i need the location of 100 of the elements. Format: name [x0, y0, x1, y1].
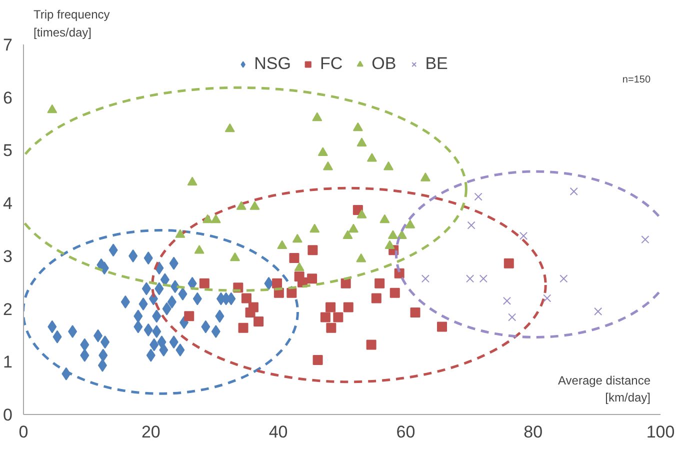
point — [384, 161, 394, 170]
point — [144, 323, 153, 336]
point — [312, 355, 323, 366]
point — [226, 292, 236, 306]
point — [307, 274, 318, 284]
point — [146, 348, 156, 362]
point — [560, 274, 568, 283]
point — [594, 307, 602, 316]
legend-label: FC — [320, 54, 343, 74]
x-tick-label: 20 — [141, 422, 160, 442]
point — [264, 276, 274, 290]
point — [348, 224, 358, 233]
point — [380, 214, 390, 224]
point — [384, 240, 395, 249]
point — [310, 224, 320, 233]
point — [201, 320, 210, 334]
point — [343, 302, 354, 312]
x-tick-label: 60 — [396, 422, 416, 442]
point — [245, 307, 256, 318]
point — [366, 340, 376, 350]
point — [292, 234, 302, 243]
legend-label: NSG — [254, 54, 291, 74]
point — [162, 302, 172, 316]
point — [94, 329, 103, 342]
point — [333, 312, 344, 322]
point — [390, 288, 400, 298]
x-tick-label: 0 — [18, 422, 28, 442]
point — [184, 311, 194, 322]
x-tick-label: 100 — [646, 422, 675, 442]
point — [352, 122, 363, 132]
point — [169, 256, 178, 270]
point — [128, 249, 138, 262]
y-tick-label: 7 — [3, 36, 13, 54]
point — [570, 187, 578, 196]
point — [272, 278, 282, 288]
point — [254, 316, 264, 326]
point — [178, 287, 188, 300]
point — [154, 282, 164, 296]
point — [340, 278, 351, 288]
point — [52, 330, 62, 344]
point — [215, 310, 224, 323]
point — [437, 322, 448, 332]
point — [48, 320, 57, 334]
point — [520, 232, 528, 240]
point — [326, 302, 336, 312]
point — [308, 245, 318, 256]
point — [98, 348, 108, 362]
point — [230, 252, 240, 262]
y-tick-label: 5 — [3, 141, 13, 160]
point — [68, 325, 78, 338]
point — [241, 293, 252, 304]
point — [479, 274, 488, 283]
point — [159, 344, 168, 357]
point — [169, 336, 178, 349]
point — [356, 253, 366, 262]
point — [224, 123, 235, 132]
point — [318, 147, 328, 156]
point — [502, 296, 512, 305]
point — [120, 295, 130, 308]
y-tick-label: 1 — [3, 352, 13, 372]
point — [312, 112, 322, 122]
point — [543, 294, 552, 302]
point — [134, 310, 143, 323]
x-axis-title: Average distance [km/day] — [558, 374, 651, 404]
point — [250, 201, 260, 210]
y-tick-label: 4 — [3, 194, 13, 214]
point — [410, 307, 420, 318]
point — [356, 138, 367, 146]
point — [641, 236, 650, 244]
y-axis-title: Trip frequency [times/day] — [34, 7, 110, 40]
x-tick-label: 80 — [524, 422, 543, 442]
point — [80, 348, 90, 362]
point — [466, 274, 474, 283]
point — [47, 104, 58, 114]
point — [366, 152, 377, 162]
point — [405, 220, 416, 228]
point — [176, 344, 185, 357]
point — [80, 338, 90, 352]
point — [144, 252, 153, 265]
point — [467, 221, 476, 230]
point — [100, 336, 110, 349]
point — [320, 312, 330, 322]
point — [421, 274, 430, 283]
point — [202, 214, 213, 224]
x-tick-label: 40 — [268, 422, 288, 442]
point — [187, 176, 198, 186]
point — [371, 293, 382, 304]
point — [138, 298, 148, 311]
point — [356, 210, 367, 218]
point — [388, 230, 398, 239]
point — [199, 278, 210, 288]
point — [211, 325, 220, 338]
point — [142, 282, 151, 296]
point — [152, 325, 162, 338]
point — [175, 229, 186, 238]
point — [277, 240, 288, 249]
point — [152, 310, 162, 323]
annotation: n=150 — [622, 74, 651, 86]
point — [342, 230, 353, 239]
point — [322, 161, 333, 170]
